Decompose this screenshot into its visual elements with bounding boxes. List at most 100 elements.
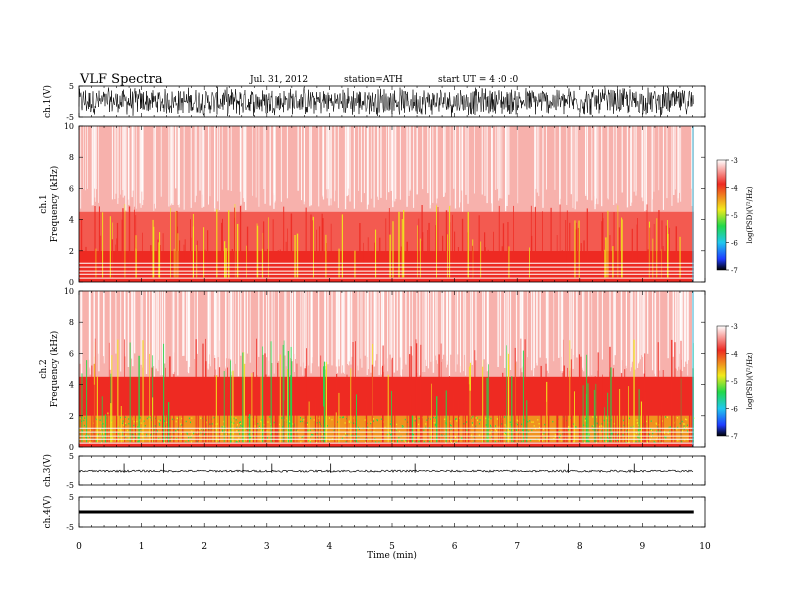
spectrogram-streak [262, 346, 264, 443]
spectrogram-streak [667, 220, 668, 278]
spectrogram-streak [519, 291, 522, 369]
figure-title: VLF Spectra [79, 72, 163, 87]
spectrogram-streak [480, 241, 482, 278]
spectrogram-y-tick-label: 8 [69, 153, 74, 162]
spectrogram-speckle [471, 422, 473, 424]
spectrogram-speckle [297, 430, 299, 432]
spectrogram-streak [324, 291, 325, 367]
spectrogram-streak [217, 291, 219, 358]
spectrogram-streak [117, 126, 119, 198]
spectrogram-speckle [370, 422, 372, 425]
spectrogram-speckle [135, 433, 137, 435]
spectrogram-streak [196, 245, 198, 278]
spectrogram-streak [542, 211, 543, 278]
spectrogram-streak [334, 126, 336, 202]
spectrogram-speckle [95, 440, 97, 442]
spectrogram-streak [576, 126, 578, 202]
spectrogram-streak [435, 291, 437, 361]
time-tick-label: 3 [264, 542, 270, 552]
spectrogram-streak [120, 406, 122, 443]
spectrogram-streak [679, 126, 680, 193]
spectrogram-streak [419, 238, 421, 278]
spectrogram-speckle [455, 436, 456, 438]
spectrogram-speckle [686, 418, 688, 421]
spectrogram-streak [263, 126, 265, 189]
spectrogram-streak [283, 206, 285, 278]
spectrogram-streak [251, 373, 253, 443]
spectrogram-streak [449, 376, 450, 443]
spectrogram-streak [431, 383, 432, 443]
spectrogram-speckle [677, 426, 679, 429]
spectrogram-streak [508, 291, 509, 354]
spectrogram-streak [214, 358, 216, 443]
spectrogram-streak [502, 223, 505, 278]
spectrogram-streak [507, 352, 509, 443]
spectrogram-streak [578, 220, 580, 278]
spectrogram-y-tick-label: 4 [69, 381, 74, 390]
spectrogram-streak [330, 223, 332, 278]
spectrogram-streak [644, 126, 646, 211]
spectrogram-streak [570, 126, 572, 195]
spectrogram-streak [374, 242, 375, 278]
ch2-spectrogram-panel: 0 2 4 6 8 10 ch.2 Frequency (kHz) [39, 287, 706, 452]
spectrogram-streak [409, 346, 411, 443]
spectrogram-streak [509, 291, 512, 370]
spectrogram-streak [445, 390, 447, 443]
spectrogram-streak [190, 237, 192, 278]
spectrogram-speckle [216, 423, 218, 425]
spectrogram-speckle [623, 419, 625, 422]
spectrogram-speckle [96, 418, 98, 421]
spectrogram-speckle [584, 441, 586, 444]
spectrogram-speckle [660, 430, 662, 433]
spectrogram-streak [624, 369, 626, 443]
spectrogram-streak [162, 399, 164, 443]
spectrogram-streak [376, 291, 378, 355]
spectrogram-streak [327, 291, 329, 365]
spectrogram-speckle [217, 439, 219, 441]
spectrogram-speckle [254, 425, 256, 427]
spectrogram-streak [151, 405, 153, 443]
spectrogram-speckle [333, 429, 335, 432]
spectrogram-speckle [450, 424, 451, 426]
spectrogram-streak [524, 339, 526, 443]
spectrogram-speckle [509, 421, 511, 423]
spectrogram-streak [331, 291, 333, 366]
spectrogram-speckle [397, 440, 398, 442]
spectrogram-streak [619, 389, 621, 443]
spectrogram-streak [585, 394, 587, 443]
spectrogram-speckle [191, 434, 193, 437]
spectrogram-streak [347, 126, 350, 189]
spectrogram-streak [223, 371, 225, 443]
spectrogram-streak [374, 291, 376, 361]
spectrogram-streak [109, 216, 111, 278]
spectrogram-speckle [652, 432, 654, 435]
spectrogram-streak [195, 126, 197, 196]
spectrogram-speckle [124, 422, 126, 425]
spectrogram-streak [334, 397, 336, 443]
spectrogram-streak [342, 291, 343, 366]
spectrogram-streak [597, 126, 599, 205]
spectrogram-streak [326, 126, 328, 199]
spectrogram-streak [651, 126, 653, 212]
spectrogram-streak [593, 389, 596, 443]
spectrogram-speckle [676, 417, 678, 419]
spectrogram-streak [679, 291, 681, 369]
spectrogram-y-tick-label: 2 [69, 412, 74, 421]
spectrogram-speckle [97, 433, 99, 436]
spectrogram-speckle [246, 433, 248, 435]
ch3-y-tick-label: -5 [66, 481, 74, 490]
spectrogram-speckle [133, 420, 135, 423]
spectrogram-speckle [544, 437, 546, 439]
spectrogram-speckle [180, 423, 182, 425]
spectrogram-streak [121, 219, 123, 278]
spectrogram-speckle [516, 429, 518, 431]
spectrogram-streak [337, 291, 339, 360]
spectrogram-speckle [496, 430, 498, 432]
spectrogram-streak [93, 384, 95, 443]
spectrogram-streak [493, 231, 494, 278]
spectrogram-streak [214, 126, 216, 212]
spectrogram-streak [273, 126, 275, 209]
spectrogram-streak [607, 392, 609, 443]
spectrogram-channel-label: ch.2 [39, 359, 49, 378]
spectrogram-streak [225, 248, 227, 278]
